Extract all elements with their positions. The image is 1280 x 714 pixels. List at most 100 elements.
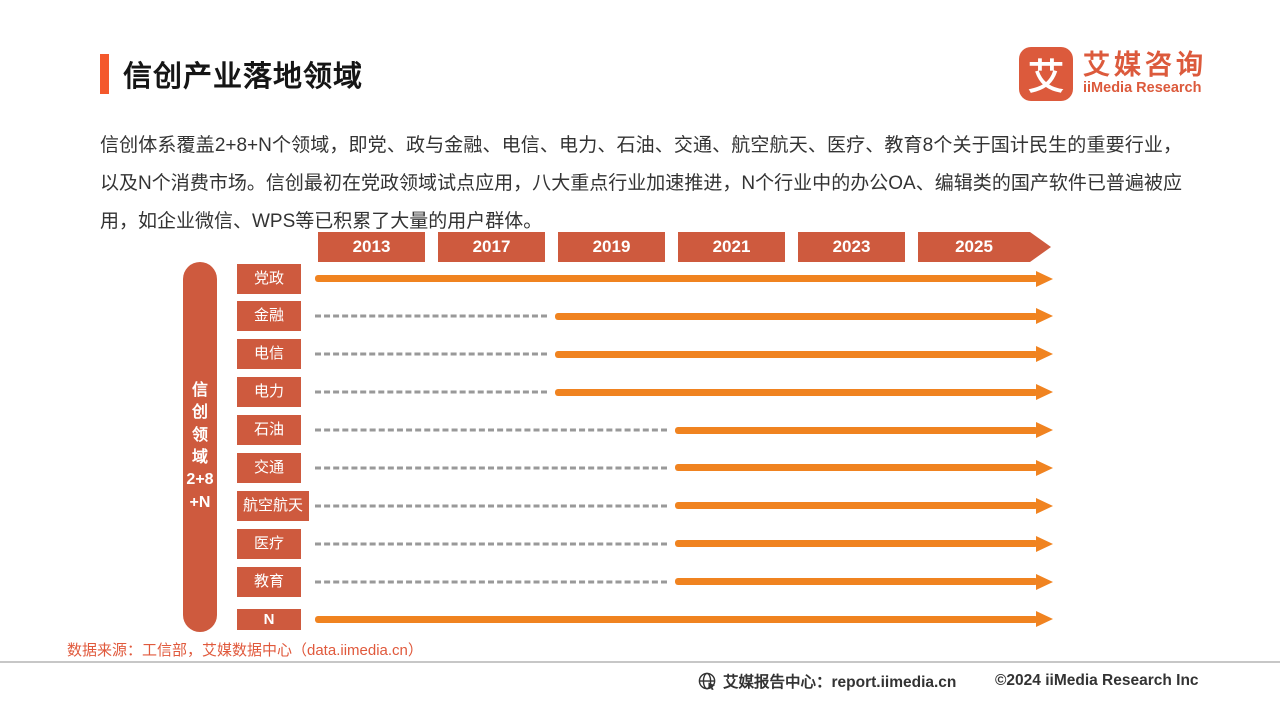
- category-axis-label-line: 领: [191, 426, 208, 444]
- category-axis-label-line: +N: [189, 493, 211, 511]
- timeline-row-教育: 教育: [237, 566, 1053, 597]
- dashed-segment: [315, 504, 667, 508]
- title-accent-bar: [100, 54, 109, 94]
- timeline-track: [315, 566, 1053, 597]
- arrow-shaft: [315, 615, 1038, 623]
- arrow-shaft: [675, 540, 1038, 548]
- footer-report-center: 艾媒报告中心：report.iimedia.cn: [698, 670, 956, 692]
- category-label: 航空航天: [237, 490, 310, 521]
- arrow-head: [1036, 497, 1053, 514]
- category-label: 电力: [237, 377, 301, 408]
- solid-arrow: [675, 415, 1053, 446]
- arrow-shaft: [675, 502, 1038, 510]
- logo-text: 艾媒咨询 iiMedia Research: [1083, 50, 1207, 97]
- category-axis-label: 信创领域 2+8 +N: [186, 380, 213, 514]
- solid-arrow: [675, 566, 1053, 597]
- logo-name-en: iiMedia Research: [1083, 79, 1202, 96]
- timeline-rows: 党政金融电信电力石油交通航空航天医疗教育 N: [237, 263, 1053, 635]
- category-axis-label-line: 创: [191, 404, 208, 422]
- category-axis-bar: 信创领域 2+8 +N: [183, 262, 217, 632]
- category-label: N: [237, 608, 301, 630]
- timeline-row-电信: 电信: [237, 339, 1053, 370]
- timeline-row-N: N: [237, 604, 1053, 635]
- category-label: 党政: [237, 263, 301, 294]
- year-marker-2019: 2019: [558, 232, 665, 262]
- category-label: 医疗: [237, 528, 301, 559]
- footer-copyright: ©2024 iiMedia Research Inc: [995, 672, 1199, 689]
- dashed-segment: [315, 466, 667, 470]
- timeline-track: [315, 415, 1053, 446]
- timeline-row-航空航天: 航空航天: [237, 490, 1053, 521]
- globe-cursor-icon: [698, 672, 717, 691]
- timeline-row-金融: 金融: [237, 301, 1053, 332]
- arrow-head: [1036, 308, 1053, 325]
- arrow-shaft: [675, 578, 1038, 585]
- arrow-head: [1036, 459, 1053, 476]
- footer-divider: [0, 661, 1280, 663]
- header: 信创产业落地领域: [100, 53, 363, 95]
- arrow-head: [1036, 611, 1053, 628]
- category-label: 石油: [237, 415, 301, 445]
- footer-report-center-text: 艾媒报告中心：report.iimedia.cn: [723, 674, 957, 691]
- arrow-shaft: [555, 388, 1038, 396]
- arrow-head: [1036, 270, 1053, 287]
- category-axis-label-line: 信: [191, 381, 208, 399]
- page-title: 信创产业落地领域: [123, 61, 364, 93]
- year-marker-2023: 2023: [798, 232, 905, 262]
- solid-arrow: [555, 339, 1053, 370]
- dashed-segment: [315, 390, 547, 394]
- dashed-segment: [315, 428, 667, 432]
- dashed-segment: [315, 352, 547, 356]
- year-marker-2025: 2025: [918, 232, 1051, 262]
- timeline-track: [315, 377, 1053, 408]
- arrow-shaft: [555, 312, 1038, 320]
- category-label: 教育: [237, 566, 301, 597]
- solid-arrow: [315, 604, 1053, 635]
- category-axis-label-line: 2+8: [186, 471, 214, 489]
- timeline-row-交通: 交通: [237, 452, 1053, 483]
- timeline-row-医疗: 医疗: [237, 528, 1053, 559]
- timeline-track: [315, 301, 1053, 332]
- category-label: 金融: [237, 301, 301, 332]
- arrow-head: [1036, 573, 1053, 590]
- iimedia-logo: 艾 艾媒咨询 iiMedia Research: [1019, 47, 1207, 101]
- solid-arrow: [315, 263, 1053, 294]
- timeline-track: [315, 604, 1053, 635]
- year-marker-2017: 2017: [438, 232, 545, 262]
- arrow-shaft: [675, 464, 1038, 472]
- arrow-head: [1036, 346, 1053, 363]
- arrow-head: [1036, 535, 1053, 552]
- solid-arrow: [555, 377, 1053, 408]
- arrow-shaft: [555, 350, 1038, 358]
- year-marker-2013: 2013: [318, 232, 425, 262]
- timeline-track: [315, 339, 1053, 370]
- solid-arrow: [675, 528, 1053, 559]
- timeline-row-石油: 石油: [237, 415, 1053, 446]
- solid-arrow: [675, 452, 1053, 483]
- category-label: 交通: [237, 452, 301, 483]
- timeline-track: [315, 528, 1053, 559]
- arrow-shaft: [675, 426, 1038, 434]
- timeline-row-党政: 党政: [237, 263, 1053, 294]
- dashed-segment: [315, 542, 667, 546]
- timeline-track: [315, 490, 1053, 521]
- logo-mark-char: 艾: [1027, 56, 1064, 97]
- solid-arrow: [555, 301, 1053, 332]
- iimedia-logo-icon: 艾: [1019, 47, 1073, 101]
- logo-name-cn: 艾媒咨询: [1083, 50, 1207, 81]
- timeline-row-电力: 电力: [237, 377, 1053, 408]
- timeline-track: [315, 263, 1053, 294]
- arrow-shaft: [315, 275, 1038, 282]
- solid-arrow: [675, 490, 1053, 521]
- category-axis-label-line: 域: [191, 449, 208, 466]
- year-marker-2021: 2021: [678, 232, 785, 262]
- category-label: 电信: [237, 339, 301, 370]
- intro-paragraph: 信创体系覆盖2+8+N个领域，即党、政与金融、电信、电力、石油、交通、航空航天、…: [100, 135, 1182, 232]
- timeline-year-axis: 2013 2017 2019 2021 2023 2025: [318, 232, 1051, 262]
- data-source: 数据来源：工信部，艾媒数据中心（data.iimedia.cn）: [67, 642, 423, 659]
- arrow-head: [1036, 384, 1053, 401]
- dashed-segment: [315, 314, 547, 318]
- dashed-segment: [315, 580, 667, 583]
- timeline-track: [315, 452, 1053, 483]
